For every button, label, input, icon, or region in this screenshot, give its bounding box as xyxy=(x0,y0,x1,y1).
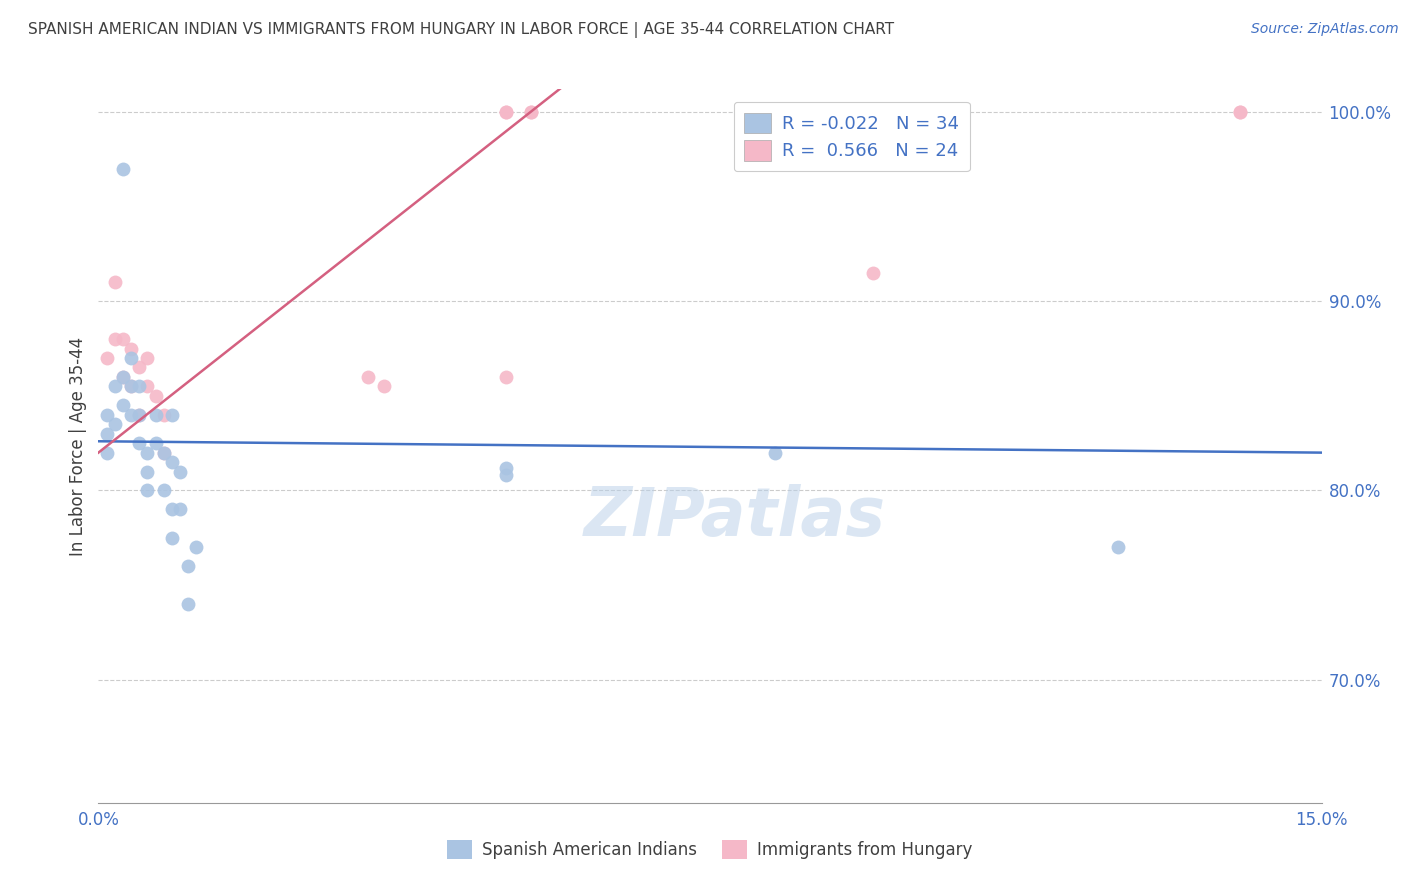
Point xyxy=(763,445,786,459)
Text: Source: ZipAtlas.com: Source: ZipAtlas.com xyxy=(1251,22,1399,37)
Point xyxy=(373,379,395,393)
Point xyxy=(160,455,183,469)
Point xyxy=(104,379,127,393)
Point xyxy=(145,408,167,422)
Point xyxy=(111,161,134,176)
Point xyxy=(1229,104,1251,119)
Point xyxy=(120,379,142,393)
Point xyxy=(96,445,118,459)
Point xyxy=(128,379,150,393)
Point xyxy=(104,417,127,432)
Point xyxy=(495,468,517,483)
Point xyxy=(160,408,183,422)
Point xyxy=(152,408,174,422)
Point xyxy=(136,465,159,479)
Point xyxy=(495,460,517,475)
Point xyxy=(186,541,208,555)
Point xyxy=(152,445,174,459)
Point xyxy=(136,379,159,393)
Point xyxy=(356,370,378,384)
Point xyxy=(160,531,183,545)
Point xyxy=(152,445,174,459)
Point xyxy=(136,445,159,459)
Point xyxy=(177,559,200,574)
Text: ZIPatlas: ZIPatlas xyxy=(583,484,886,550)
Point xyxy=(495,104,517,119)
Point xyxy=(160,502,183,516)
Point xyxy=(169,465,191,479)
Point xyxy=(111,370,134,384)
Point xyxy=(128,360,150,375)
Point xyxy=(128,408,150,422)
Point xyxy=(96,426,118,441)
Point xyxy=(862,266,884,280)
Point xyxy=(120,408,142,422)
Point xyxy=(104,332,127,346)
Point xyxy=(120,351,142,365)
Point xyxy=(96,408,118,422)
Point xyxy=(495,370,517,384)
Point xyxy=(104,275,127,289)
Point xyxy=(169,502,191,516)
Point xyxy=(1107,541,1129,555)
Point xyxy=(96,351,118,365)
Point xyxy=(136,351,159,365)
Point xyxy=(136,483,159,498)
Point xyxy=(495,104,517,119)
Y-axis label: In Labor Force | Age 35-44: In Labor Force | Age 35-44 xyxy=(69,336,87,556)
Point xyxy=(1229,104,1251,119)
Point xyxy=(111,370,134,384)
Point xyxy=(145,436,167,450)
Text: SPANISH AMERICAN INDIAN VS IMMIGRANTS FROM HUNGARY IN LABOR FORCE | AGE 35-44 CO: SPANISH AMERICAN INDIAN VS IMMIGRANTS FR… xyxy=(28,22,894,38)
Point xyxy=(120,342,142,356)
Point xyxy=(519,104,541,119)
Point xyxy=(177,597,200,611)
Point xyxy=(145,389,167,403)
Point xyxy=(519,104,541,119)
Point xyxy=(111,332,134,346)
Point xyxy=(128,408,150,422)
Point xyxy=(152,483,174,498)
Point xyxy=(111,398,134,412)
Point xyxy=(120,379,142,393)
Legend: Spanish American Indians, Immigrants from Hungary: Spanish American Indians, Immigrants fro… xyxy=(440,833,980,866)
Point xyxy=(128,436,150,450)
